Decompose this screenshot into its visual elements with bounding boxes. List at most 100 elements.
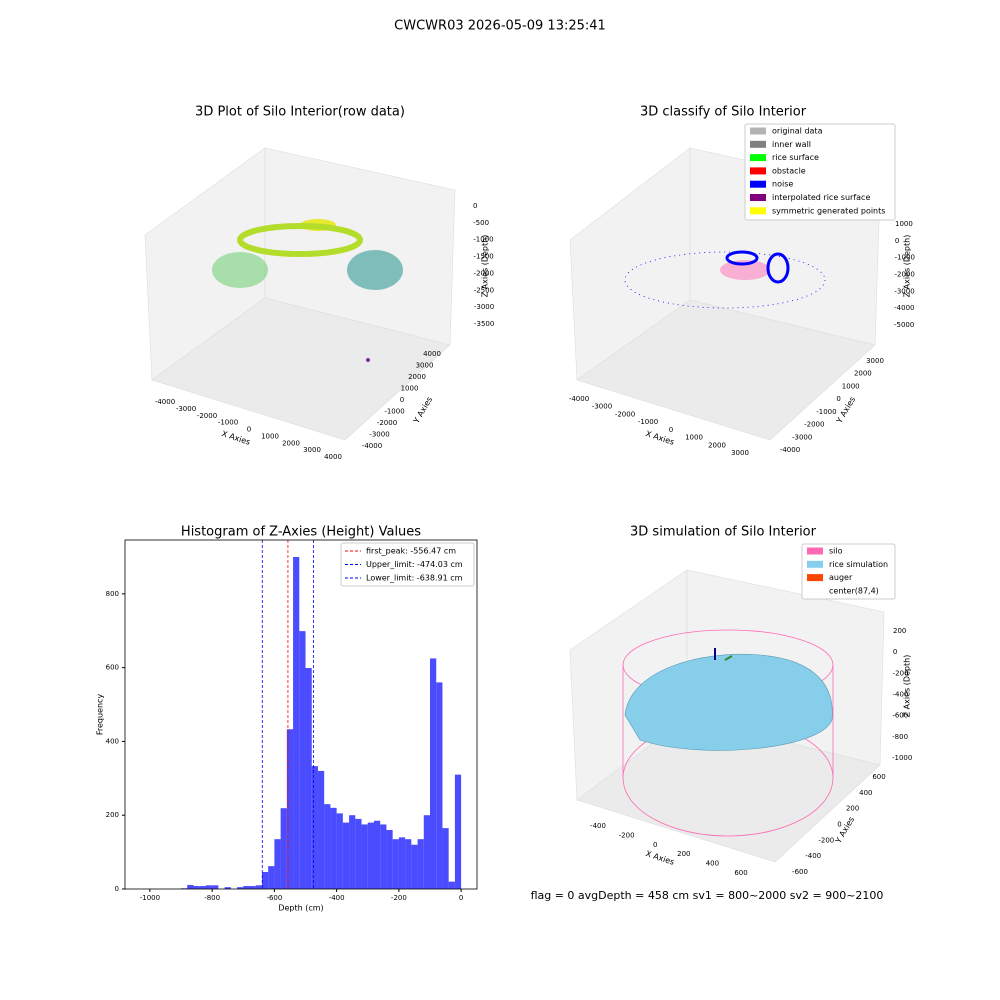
- legend-label: auger: [829, 573, 853, 582]
- y-tick-label: 2000: [408, 373, 426, 381]
- y-tick-label: 2000: [854, 370, 872, 378]
- y-tick-label: 1000: [842, 382, 860, 390]
- bar: [336, 813, 343, 889]
- x-tick-label: 3000: [731, 449, 749, 457]
- x-tick-label: 200: [677, 850, 690, 858]
- bar: [367, 822, 374, 889]
- z-tick-label: -1000: [892, 754, 912, 762]
- bar: [436, 682, 443, 889]
- y-tick-label: 600: [872, 773, 885, 781]
- panel-title: 3D classify of Silo Interior: [640, 105, 807, 120]
- bar: [243, 886, 250, 889]
- bar: [423, 815, 431, 889]
- legend-label: obstacle: [772, 166, 806, 175]
- bar: [317, 770, 325, 889]
- bar: [349, 815, 356, 889]
- z-tick-label: -200: [893, 669, 909, 677]
- x-tick-label: 2000: [708, 441, 726, 449]
- x-tick-label: 2000: [282, 439, 300, 447]
- x-tick-label: 0: [669, 426, 673, 434]
- z-axis-label: Z Axies (Depth): [903, 235, 912, 298]
- legend-swatch: [750, 194, 766, 201]
- legend-label: Lower_limit: -638.91 cm: [366, 574, 463, 583]
- y-tick-label: -1000: [816, 408, 836, 416]
- x-tick-label: 3000: [303, 446, 321, 454]
- z-tick-label: -2500: [474, 286, 494, 294]
- y-tick-label: -2000: [377, 419, 397, 427]
- z-tick-label: -600: [892, 712, 908, 720]
- x-tick-label: -400: [590, 822, 606, 830]
- x-tick-label: -600: [266, 894, 282, 902]
- legend-label: rice simulation: [829, 560, 888, 569]
- z-tick-label: 200: [893, 627, 906, 635]
- bar: [373, 820, 381, 889]
- bar: [342, 822, 350, 889]
- y-tick-label: -4000: [362, 442, 382, 450]
- y-tick-label: 3000: [416, 362, 434, 370]
- x-axis-label: Depth (cm): [278, 904, 323, 913]
- y-tick-label: 0: [837, 821, 841, 829]
- legend-swatch: [807, 574, 823, 582]
- y-tick-label: 400: [859, 789, 872, 797]
- bar: [311, 766, 318, 889]
- x-tick-label: -1000: [218, 419, 238, 427]
- bar: [430, 658, 437, 889]
- panel-title: 3D Plot of Silo Interior(row data): [195, 105, 405, 120]
- plot-frame: [124, 539, 478, 890]
- y-tick-label: 3000: [866, 357, 884, 365]
- panel-title: Histogram of Z-Axies (Height) Values: [181, 525, 421, 540]
- y-tick-label: -4000: [780, 446, 800, 454]
- footer: flag = 0 avgDepth = 458 cm sv1 = 800~200…: [531, 889, 884, 902]
- x-tick-label: -800: [204, 894, 220, 902]
- z-tick-label: -3000: [474, 303, 494, 311]
- z-tick-label: -400: [893, 691, 909, 699]
- z-tick-label: -1000: [473, 236, 493, 244]
- z-axis-label: Z Axies (Depth): [481, 235, 490, 298]
- y-tick-label: 1000: [401, 385, 419, 393]
- y-tick-label: -200: [818, 836, 834, 844]
- bar: [274, 839, 281, 889]
- legend-box: [340, 542, 475, 587]
- bar: [324, 804, 331, 889]
- legend-label: center(87,4): [829, 586, 879, 595]
- y-tick-label: 4000: [423, 350, 441, 358]
- bar: [212, 885, 219, 889]
- legend-label: silo: [829, 547, 843, 556]
- legend-label: symmetric generated points: [772, 206, 885, 215]
- bar: [405, 839, 412, 889]
- x-tick-label: -200: [391, 894, 407, 902]
- bar: [411, 844, 418, 889]
- x-tick-label: 0: [653, 841, 657, 849]
- x-tick-label: -2000: [197, 412, 217, 420]
- bar: [386, 829, 393, 889]
- y-tick-label: -400: [805, 852, 821, 860]
- legend-swatch: [807, 587, 823, 595]
- bar: [268, 866, 275, 889]
- bar: [237, 887, 244, 889]
- x-tick-label: -2000: [615, 410, 635, 418]
- y-tick-label: -600: [792, 868, 808, 876]
- legend-swatch: [750, 127, 766, 135]
- y-tick-label: -3000: [369, 431, 389, 439]
- x-tick-label: 1000: [685, 434, 703, 442]
- x-axis-label: X Axies: [645, 849, 676, 867]
- bar: [261, 872, 269, 889]
- bar: [305, 668, 312, 889]
- y-axis-label: Y Axies: [411, 395, 434, 425]
- legend-swatch: [750, 180, 766, 188]
- bar: [442, 828, 449, 889]
- bar: [187, 884, 194, 889]
- x-tick-label: -200: [619, 831, 635, 839]
- y-tick-label: 200: [106, 811, 119, 819]
- x-tick-label: 1000: [261, 432, 279, 440]
- legend-swatch: [807, 547, 823, 555]
- legend-label: inner wall: [772, 140, 811, 149]
- bar: [293, 556, 300, 889]
- legend-swatch: [750, 167, 766, 175]
- z-tick-label: -3500: [474, 320, 494, 328]
- y-tick-label: 400: [106, 737, 119, 745]
- x-tick-label: -4000: [155, 398, 175, 406]
- z-tick-label: -4000: [894, 304, 914, 312]
- bar: [398, 837, 406, 889]
